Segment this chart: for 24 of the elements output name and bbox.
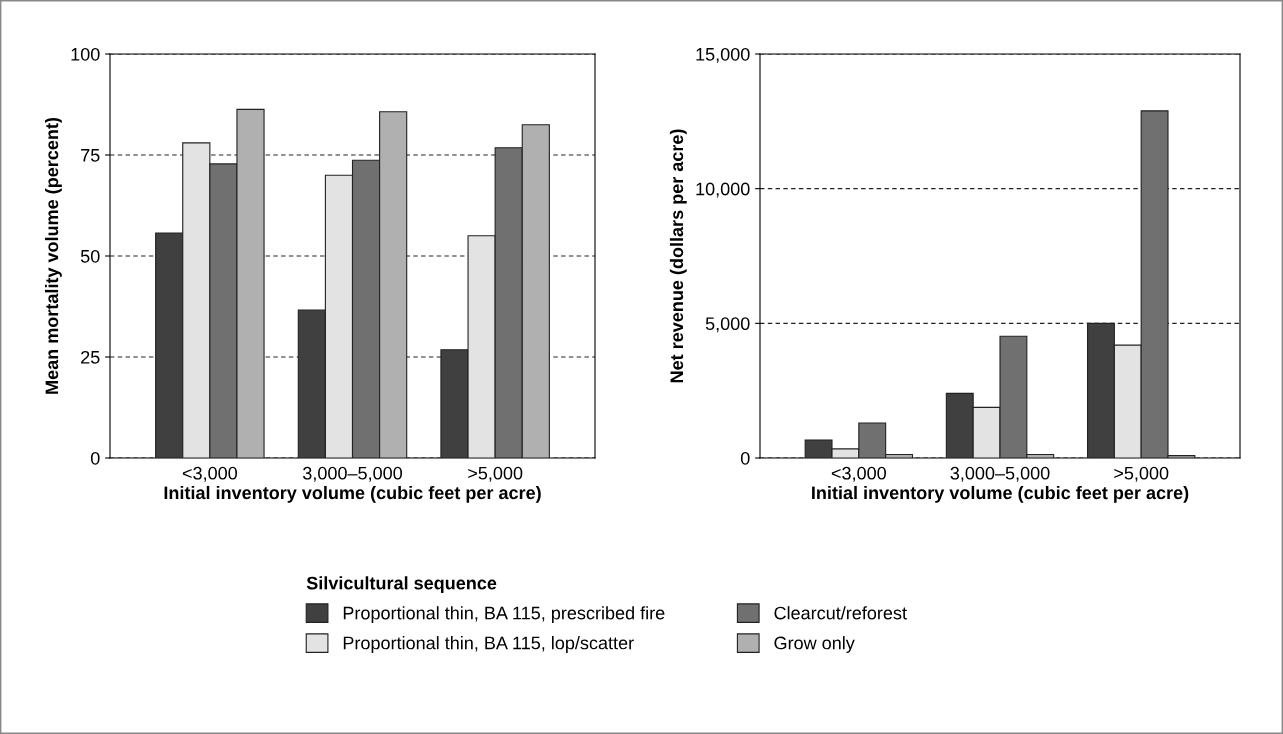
- x-tick-label: >5,000: [468, 466, 523, 482]
- y-tick-label: 75: [81, 149, 100, 162]
- y-axis-title: Mean mortality volume (percent): [44, 117, 62, 394]
- x-tick-label: <3,000: [182, 466, 238, 482]
- legend-label: Proportional thin, BA 115, lop/scatter: [343, 636, 634, 653]
- legend-title: Silvicultural sequence: [306, 576, 497, 594]
- y-tick-label: 50: [80, 249, 100, 263]
- x-tick-label: 3,000–5,000: [302, 466, 402, 482]
- y-tick-label: 100: [71, 47, 100, 61]
- x-tick-label: <3,000: [831, 466, 886, 482]
- y-tick-label: 25: [81, 350, 100, 364]
- x-tick-label: >5,000: [1114, 466, 1169, 482]
- y-tick-label: 5,000: [705, 317, 750, 333]
- x-axis-title: Initial inventory volume (cubic feet per acre): [164, 485, 541, 503]
- y-tick-label: 0: [90, 451, 100, 465]
- y-axis-title: Net revenue (dollars per acre): [669, 129, 687, 383]
- y-tick-label: 0: [740, 451, 750, 465]
- y-tick-label: 10,000: [696, 182, 750, 198]
- x-tick-label: 3,000–5,000: [950, 466, 1050, 482]
- x-axis-title: Initial inventory volume (cubic feet per acre): [812, 485, 1189, 503]
- legend-label: Proportional thin, BA 115, prescribed fire: [343, 606, 665, 624]
- legend-label: Grow only: [774, 636, 855, 653]
- legend-label: Clearcut/reforest: [774, 606, 907, 620]
- y-tick-label: 15,000: [696, 47, 750, 63]
